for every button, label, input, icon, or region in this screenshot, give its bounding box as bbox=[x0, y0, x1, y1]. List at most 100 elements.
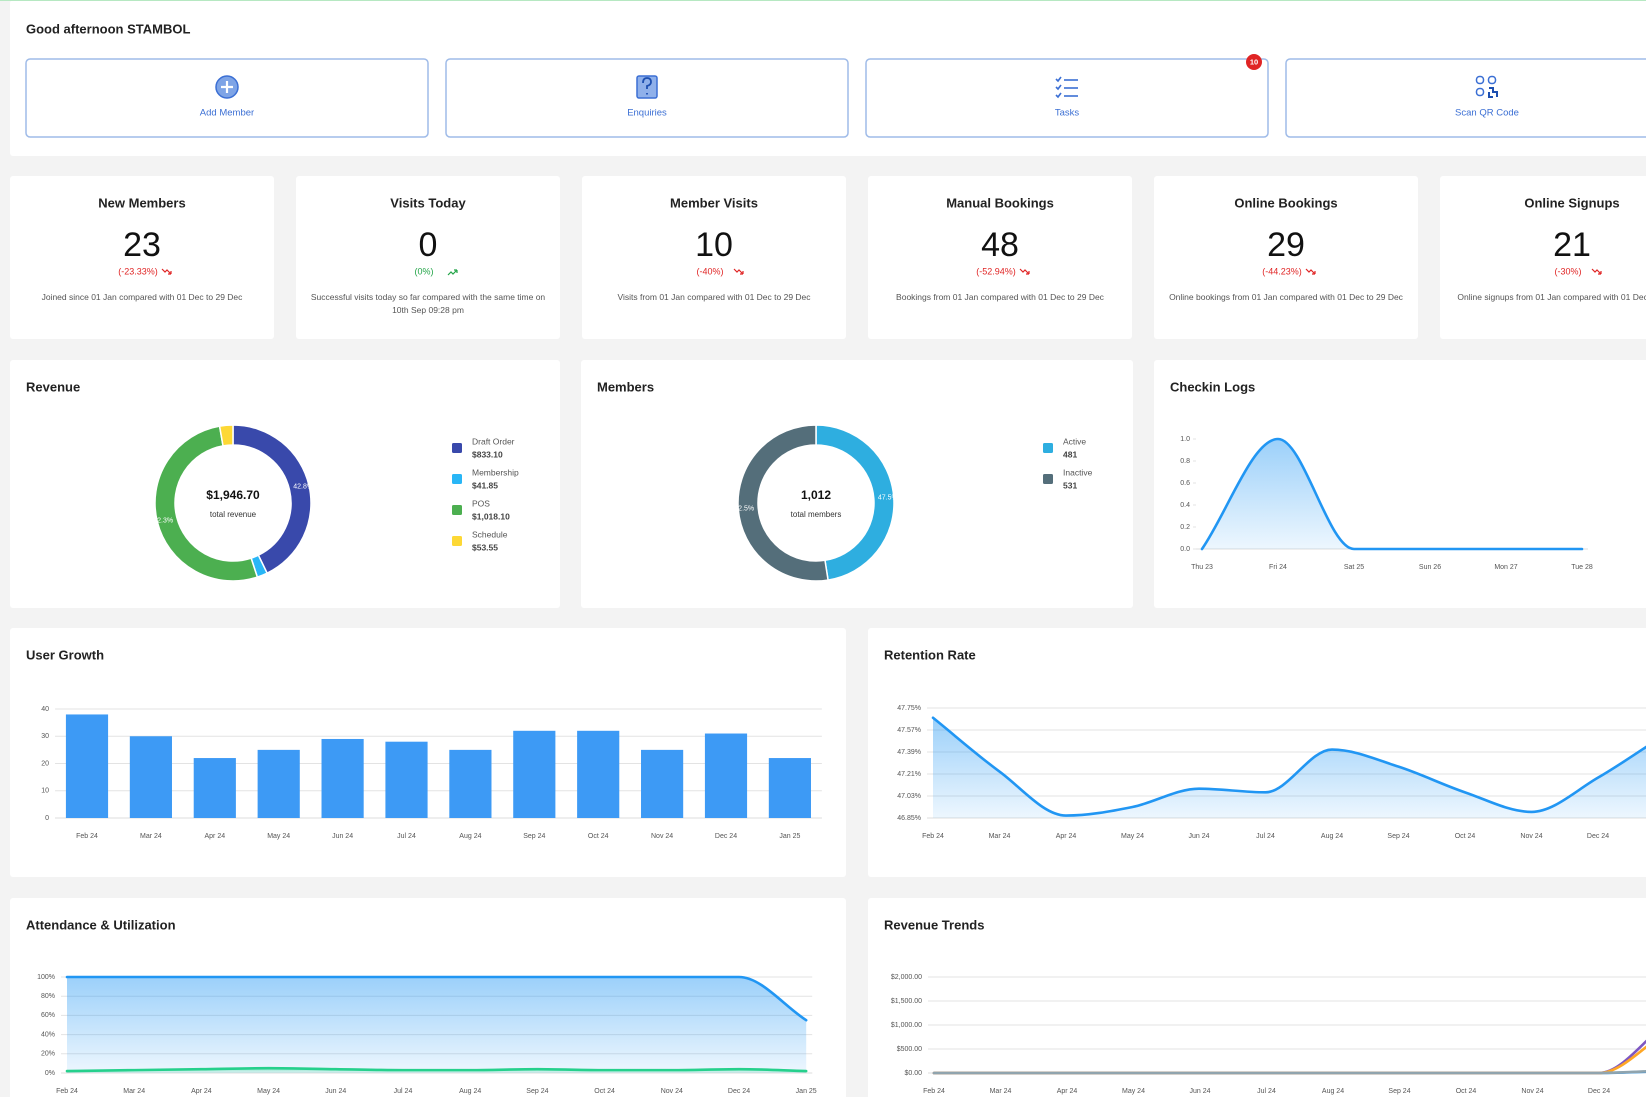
x-tick-label: Apr 24 bbox=[1057, 1088, 1078, 1095]
stat-title: Visits Today bbox=[390, 195, 466, 210]
legend-label: Inactive bbox=[1063, 467, 1093, 477]
y-tick-label: 30 bbox=[41, 733, 49, 740]
quick-action-label: Add Member bbox=[200, 108, 254, 119]
stat-note: Online bookings from 01 Jan compared wit… bbox=[1169, 292, 1403, 302]
line-area bbox=[67, 977, 807, 1073]
x-tick-label: Thu 23 bbox=[1191, 564, 1213, 571]
legend-label: Membership bbox=[472, 467, 519, 477]
y-tick-label: 47.75% bbox=[897, 705, 921, 712]
legend-label: POS bbox=[472, 498, 490, 508]
stat-title: New Members bbox=[98, 195, 185, 210]
y-tick-label: 20 bbox=[41, 760, 49, 767]
badge bbox=[1246, 54, 1262, 70]
x-tick-label: Sep 24 bbox=[523, 833, 545, 840]
y-tick-label: 100% bbox=[37, 974, 55, 981]
y-tick-label: 40% bbox=[41, 1031, 55, 1038]
center-value: 1,012 bbox=[801, 488, 831, 502]
badge-count: 10 bbox=[1250, 57, 1258, 66]
trend-arrow bbox=[161, 268, 172, 275]
chart-title: Checkin Logs bbox=[1170, 379, 1255, 394]
stat-note-box: Online bookings from 01 Jan compared wit… bbox=[1169, 292, 1403, 302]
stat-change: (0%) bbox=[414, 266, 433, 276]
x-tick-label: Dec 24 bbox=[715, 833, 737, 840]
quick-action-label: Scan QR Code bbox=[1455, 108, 1519, 119]
stat-value: 21 bbox=[1553, 226, 1591, 264]
chart-card bbox=[10, 360, 560, 608]
x-tick-label: Feb 24 bbox=[56, 1088, 78, 1095]
y-tick-label: $1,000.00 bbox=[891, 1022, 922, 1029]
stat-card bbox=[10, 176, 274, 339]
stat-card bbox=[868, 176, 1132, 339]
legend-value: $1,018.10 bbox=[472, 511, 510, 521]
x-tick-label: Nov 24 bbox=[651, 833, 673, 840]
x-tick-label: Feb 24 bbox=[76, 833, 98, 840]
bar bbox=[641, 749, 684, 818]
stat-change: (-23.33%) bbox=[118, 266, 158, 276]
x-tick-label: Jul 24 bbox=[394, 1088, 413, 1095]
legend-value: 481 bbox=[1063, 449, 1077, 459]
x-tick-label: Jul 24 bbox=[397, 833, 416, 840]
x-tick-label: Nov 24 bbox=[1520, 833, 1542, 840]
y-tick-label: 46.85% bbox=[897, 815, 921, 822]
chart-title: Attendance & Utilization bbox=[26, 917, 176, 932]
stat-value: 29 bbox=[1267, 226, 1305, 264]
y-tick-label: 60% bbox=[41, 1012, 55, 1019]
y-tick-label: $500.00 bbox=[897, 1046, 922, 1053]
x-tick-label: Jun 24 bbox=[325, 1088, 346, 1095]
quick-action[interactable]: Add Member bbox=[25, 58, 429, 138]
chart-card bbox=[581, 360, 1133, 608]
line-series bbox=[931, 716, 1646, 817]
x-tick-label: Jul 24 bbox=[1257, 1088, 1276, 1095]
bar bbox=[449, 749, 492, 818]
x-tick-label: Sep 24 bbox=[1388, 1088, 1410, 1095]
x-tick-label: Nov 24 bbox=[661, 1088, 683, 1095]
stat-note-box: Joined since 01 Jan compared with 01 Dec… bbox=[42, 292, 243, 302]
x-tick-label: Sep 24 bbox=[1387, 833, 1409, 840]
bar bbox=[129, 736, 172, 818]
x-tick-label: Dec 24 bbox=[728, 1088, 750, 1095]
trend-arrow bbox=[1591, 268, 1602, 275]
line-series bbox=[1200, 437, 1584, 551]
icon bbox=[1488, 87, 1498, 98]
legend-swatch bbox=[452, 536, 462, 546]
x-tick-label: Mar 24 bbox=[990, 1088, 1012, 1095]
stat-note: Visits from 01 Jan compared with 01 Dec … bbox=[617, 292, 811, 302]
icon bbox=[1055, 76, 1062, 83]
quick-action[interactable]: Tasks 10 bbox=[865, 54, 1269, 138]
stat-card bbox=[582, 176, 846, 339]
quick-action-label: Enquiries bbox=[627, 108, 667, 119]
x-tick-label: Sun 26 bbox=[1419, 564, 1441, 571]
x-tick-label: Aug 24 bbox=[459, 1088, 481, 1095]
y-tick-label: 0% bbox=[45, 1070, 55, 1077]
x-tick-label: Aug 24 bbox=[1321, 833, 1343, 840]
stat-note-box: Online signups from 01 Jan compared with… bbox=[1457, 292, 1646, 302]
x-tick-label: Jan 25 bbox=[796, 1088, 817, 1095]
stat-value: 23 bbox=[123, 226, 161, 264]
x-tick-label: Sat 25 bbox=[1344, 564, 1364, 571]
y-tick-label: 0.2 bbox=[1180, 524, 1190, 531]
y-tick-label: 47.39% bbox=[897, 749, 921, 756]
stat-note-box: Successful visits today so far compared … bbox=[311, 292, 545, 315]
bar bbox=[577, 730, 620, 818]
legend-label: Schedule bbox=[472, 529, 508, 539]
y-tick-label: 10 bbox=[41, 788, 49, 795]
trend-arrow bbox=[1305, 268, 1316, 275]
legend-swatch bbox=[1043, 474, 1053, 484]
x-tick-label: Tue 28 bbox=[1571, 564, 1593, 571]
x-tick-label: Mar 24 bbox=[989, 833, 1011, 840]
stat-card bbox=[296, 176, 560, 339]
legend-swatch bbox=[452, 474, 462, 484]
y-tick-label: 47.03% bbox=[897, 793, 921, 800]
quick-action[interactable]: Enquiries bbox=[445, 58, 849, 138]
x-tick-label: Jun 24 bbox=[1188, 833, 1209, 840]
chart-card bbox=[868, 898, 1646, 1097]
quick-action[interactable]: Scan QR Code bbox=[1285, 58, 1646, 138]
y-tick-label: 0 bbox=[45, 815, 49, 822]
y-tick-label: 0.0 bbox=[1180, 546, 1190, 553]
y-tick-label: 0.6 bbox=[1180, 480, 1190, 487]
icon bbox=[1475, 87, 1485, 97]
stat-title: Manual Bookings bbox=[946, 195, 1054, 210]
stat-change: (-52.94%) bbox=[976, 266, 1016, 276]
icon bbox=[642, 77, 652, 95]
